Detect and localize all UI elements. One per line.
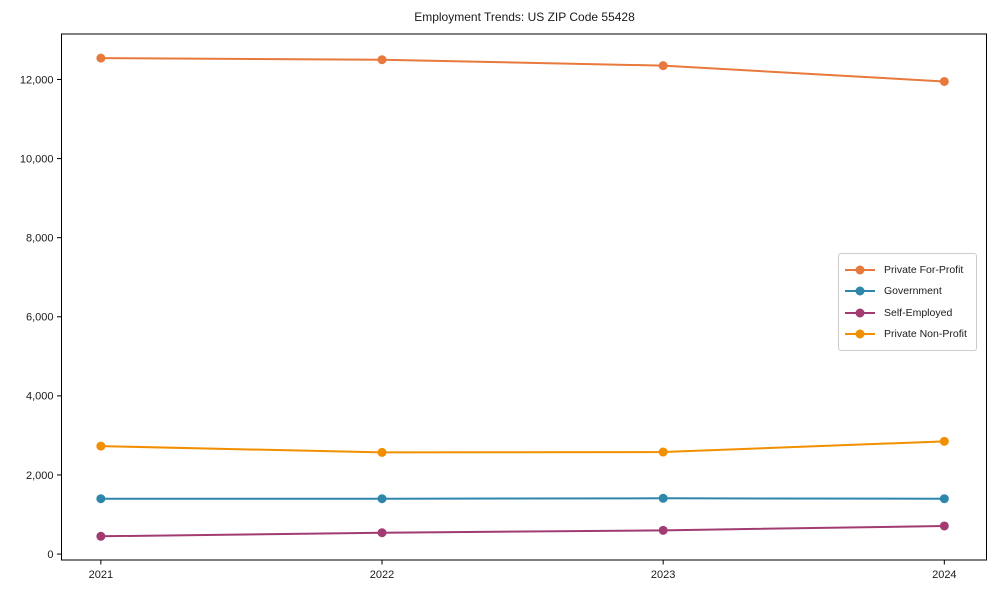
data-point [96,494,106,504]
data-point [939,521,949,531]
data-point [377,528,387,538]
data-point [658,493,668,503]
series-line-self-employed [100,524,945,538]
chart-title: Employment Trends: US ZIP Code 55428 [414,10,635,24]
plot-border [61,33,987,561]
legend-item: Self-Employed [845,302,967,324]
legend-item: Private Non-Profit [845,324,967,346]
data-point [377,494,387,504]
legend-item: Government [845,281,967,303]
legend-line-marker-icon [845,286,875,297]
y-tick-label: 10,000 [20,153,54,165]
y-tick-label: 4,000 [26,391,54,403]
y-tick-label: 6,000 [26,312,54,324]
x-tick-label: 2023 [651,569,675,581]
data-point [377,55,387,65]
legend-item: Private For-Profit [845,259,967,281]
x-tick-label: 2022 [370,569,394,581]
series-line-private-for-profit [100,57,945,83]
data-point [96,531,106,541]
y-tick-label: 8,000 [26,232,54,244]
x-tick-label: 2024 [932,569,956,581]
y-tick-label: 2,000 [26,470,54,482]
data-point [939,494,949,504]
legend-item-label: Self-Employed [884,306,953,319]
data-point [377,447,387,457]
data-point [658,525,668,535]
legend-line-marker-icon [845,329,875,340]
legend-line-marker-icon [845,307,875,318]
y-tick-label: 0 [47,549,53,561]
data-point [939,436,949,446]
data-point [96,441,106,451]
legend: Private For-Profit Government Self-Employe… [838,253,977,351]
data-point [658,447,668,457]
data-point [939,76,949,86]
data-point [96,53,106,63]
x-tick-label: 2021 [89,569,113,581]
y-tick-label: 12,000 [20,74,54,86]
legend-item-label: Private For-Profit [884,263,964,276]
legend-item-label: Private Non-Profit [884,328,967,341]
data-point [658,61,668,71]
legend-line-marker-icon [845,264,875,275]
series-line-private-non-profit [100,440,945,454]
legend-item-label: Government [884,285,942,298]
